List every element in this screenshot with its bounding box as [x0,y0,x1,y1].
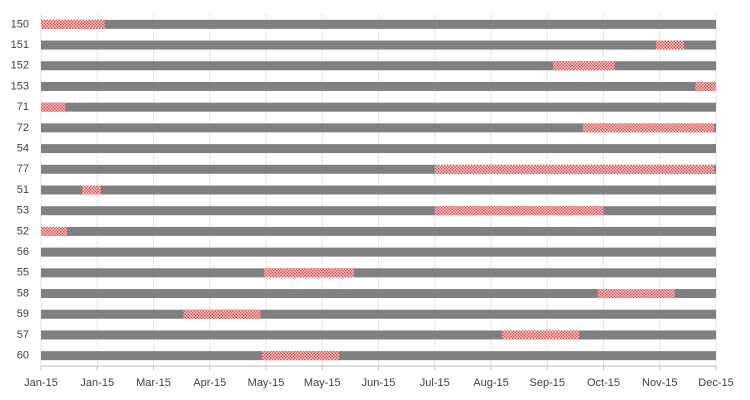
y-tick-label: 60 [17,350,29,362]
x-tick-label: Jan-15 [24,377,58,389]
y-tick-label: 53 [17,205,29,217]
track [41,19,716,29]
x-tick-label: Jun-15 [362,377,396,389]
track [41,81,716,91]
track [41,185,716,195]
y-tick-label: 71 [17,101,29,113]
track [41,351,716,361]
y-tick-label: 153 [11,80,29,92]
task-bar [262,351,340,361]
y-tick-label: 58 [17,287,29,299]
task-bar [434,206,604,216]
y-tick-label: 55 [17,267,29,279]
track [41,123,716,133]
track [41,164,716,174]
task-bar [183,309,261,319]
track [41,40,716,50]
y-tick-label: 52 [17,225,29,237]
y-tick-label: 56 [17,246,29,258]
x-tick-label: Sep-15 [530,377,565,389]
task-bar [434,164,715,174]
track [41,206,716,216]
task-bar [582,123,715,133]
x-tick-label: Jan-15 [80,377,114,389]
y-tick-label: 59 [17,308,29,320]
x-tick-label: May-15 [248,377,285,389]
y-tick-label: 54 [17,142,29,154]
x-tick-label: Jul-15 [420,377,450,389]
x-tick-label: Dec-15 [698,377,733,389]
task-bar [41,102,66,112]
track [41,226,716,236]
y-tick-label: 77 [17,163,29,175]
track [41,61,716,71]
task-bar [597,289,675,299]
track [41,268,716,278]
y-tick-label: 57 [17,329,29,341]
track [41,309,716,319]
task-bar [656,40,685,50]
track [41,289,716,299]
track [41,247,716,257]
y-tick-label: 152 [11,60,29,72]
task-bar [82,185,101,195]
x-tick-label: Aug-15 [473,377,508,389]
y-tick-label: 151 [11,39,29,51]
y-tick-label: 72 [17,122,29,134]
task-bar [552,61,615,71]
y-tick-label: 150 [11,18,29,30]
x-tick-label: Mar-15 [136,377,171,389]
task-bar [41,226,68,236]
track [41,144,716,154]
x-tick-label: May-15 [304,377,341,389]
task-bar [502,330,580,340]
track [41,102,716,112]
x-tick-label: Nov-15 [642,377,677,389]
task-bar [41,19,105,29]
task-bar [695,81,716,91]
x-tick-label: Apr-15 [193,377,226,389]
task-bar [264,268,355,278]
x-tick-label: Oct-15 [587,377,620,389]
track [41,330,716,340]
y-tick-label: 51 [17,184,29,196]
